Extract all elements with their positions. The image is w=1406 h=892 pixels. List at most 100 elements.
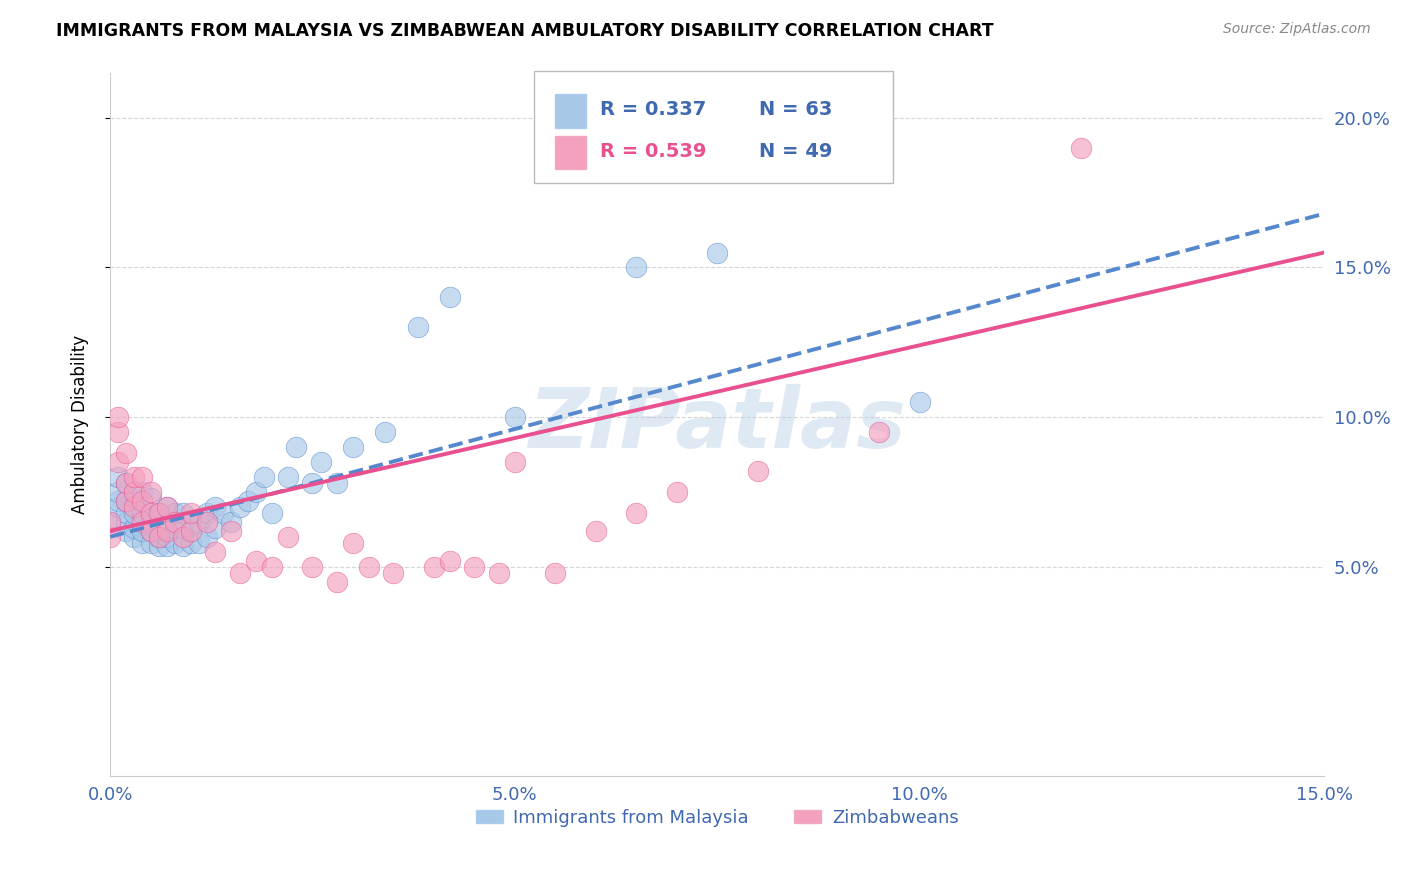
- Point: [115, 446, 138, 460]
- Point: [463, 559, 485, 574]
- Point: [245, 484, 267, 499]
- Point: [131, 494, 153, 508]
- Point: [439, 554, 461, 568]
- Text: R = 0.337: R = 0.337: [600, 100, 707, 120]
- Point: [221, 515, 243, 529]
- Point: [148, 506, 170, 520]
- Point: [309, 455, 332, 469]
- Point: [124, 470, 146, 484]
- Point: [131, 484, 153, 499]
- Point: [212, 506, 235, 520]
- Point: [131, 470, 153, 484]
- Point: [148, 530, 170, 544]
- Point: [180, 506, 202, 520]
- Point: [124, 530, 146, 544]
- Point: [374, 425, 396, 439]
- Point: [107, 484, 129, 499]
- Point: [188, 515, 211, 529]
- Point: [139, 484, 162, 499]
- Point: [503, 410, 526, 425]
- Text: IMMIGRANTS FROM MALAYSIA VS ZIMBABWEAN AMBULATORY DISABILITY CORRELATION CHART: IMMIGRANTS FROM MALAYSIA VS ZIMBABWEAN A…: [56, 22, 994, 40]
- Y-axis label: Ambulatory Disability: Ambulatory Disability: [72, 335, 89, 514]
- Point: [131, 506, 153, 520]
- Point: [301, 559, 323, 574]
- Text: N = 49: N = 49: [759, 142, 832, 161]
- Point: [245, 554, 267, 568]
- Text: R = 0.539: R = 0.539: [600, 142, 707, 161]
- Point: [98, 515, 121, 529]
- Point: [228, 500, 250, 514]
- Point: [204, 500, 226, 514]
- Point: [1070, 141, 1092, 155]
- Point: [163, 515, 186, 529]
- Point: [325, 475, 347, 490]
- Point: [260, 506, 283, 520]
- Point: [115, 475, 138, 490]
- Point: [115, 506, 138, 520]
- Point: [342, 440, 364, 454]
- Point: [180, 524, 202, 538]
- Point: [359, 559, 381, 574]
- Point: [139, 535, 162, 549]
- Point: [195, 530, 218, 544]
- Point: [488, 566, 510, 580]
- Point: [277, 470, 299, 484]
- Point: [503, 455, 526, 469]
- Point: [156, 524, 179, 538]
- Point: [156, 500, 179, 514]
- Point: [139, 524, 162, 538]
- Legend: Immigrants from Malaysia, Zimbabweans: Immigrants from Malaysia, Zimbabweans: [468, 802, 966, 834]
- Point: [406, 320, 429, 334]
- Point: [115, 494, 138, 508]
- Point: [124, 521, 146, 535]
- Point: [172, 521, 194, 535]
- Point: [908, 395, 931, 409]
- Point: [228, 566, 250, 580]
- Point: [665, 484, 688, 499]
- Point: [439, 290, 461, 304]
- Point: [115, 515, 138, 529]
- Point: [172, 506, 194, 520]
- Point: [163, 535, 186, 549]
- Point: [172, 530, 194, 544]
- Point: [139, 491, 162, 505]
- Point: [626, 260, 648, 275]
- Point: [98, 530, 121, 544]
- Point: [188, 535, 211, 549]
- Point: [180, 515, 202, 529]
- Point: [236, 494, 259, 508]
- Point: [260, 559, 283, 574]
- Point: [131, 524, 153, 538]
- Point: [148, 530, 170, 544]
- Point: [115, 494, 138, 508]
- Point: [131, 515, 153, 529]
- Text: ZIPatlas: ZIPatlas: [529, 384, 905, 465]
- Point: [342, 535, 364, 549]
- Point: [277, 530, 299, 544]
- Point: [115, 475, 138, 490]
- Point: [148, 539, 170, 553]
- Point: [285, 440, 308, 454]
- Point: [139, 506, 162, 520]
- Point: [626, 506, 648, 520]
- Point: [139, 508, 162, 523]
- Point: [382, 566, 405, 580]
- Point: [585, 524, 607, 538]
- Point: [107, 425, 129, 439]
- Point: [98, 515, 121, 529]
- Point: [107, 410, 129, 425]
- Point: [139, 524, 162, 538]
- Point: [706, 245, 728, 260]
- Point: [195, 515, 218, 529]
- Point: [107, 470, 129, 484]
- Point: [195, 506, 218, 520]
- Text: N = 63: N = 63: [759, 100, 832, 120]
- Point: [107, 455, 129, 469]
- Point: [253, 470, 276, 484]
- Point: [180, 535, 202, 549]
- Point: [107, 494, 129, 508]
- Point: [221, 524, 243, 538]
- Point: [156, 515, 179, 529]
- Text: Source: ZipAtlas.com: Source: ZipAtlas.com: [1223, 22, 1371, 37]
- Point: [124, 500, 146, 514]
